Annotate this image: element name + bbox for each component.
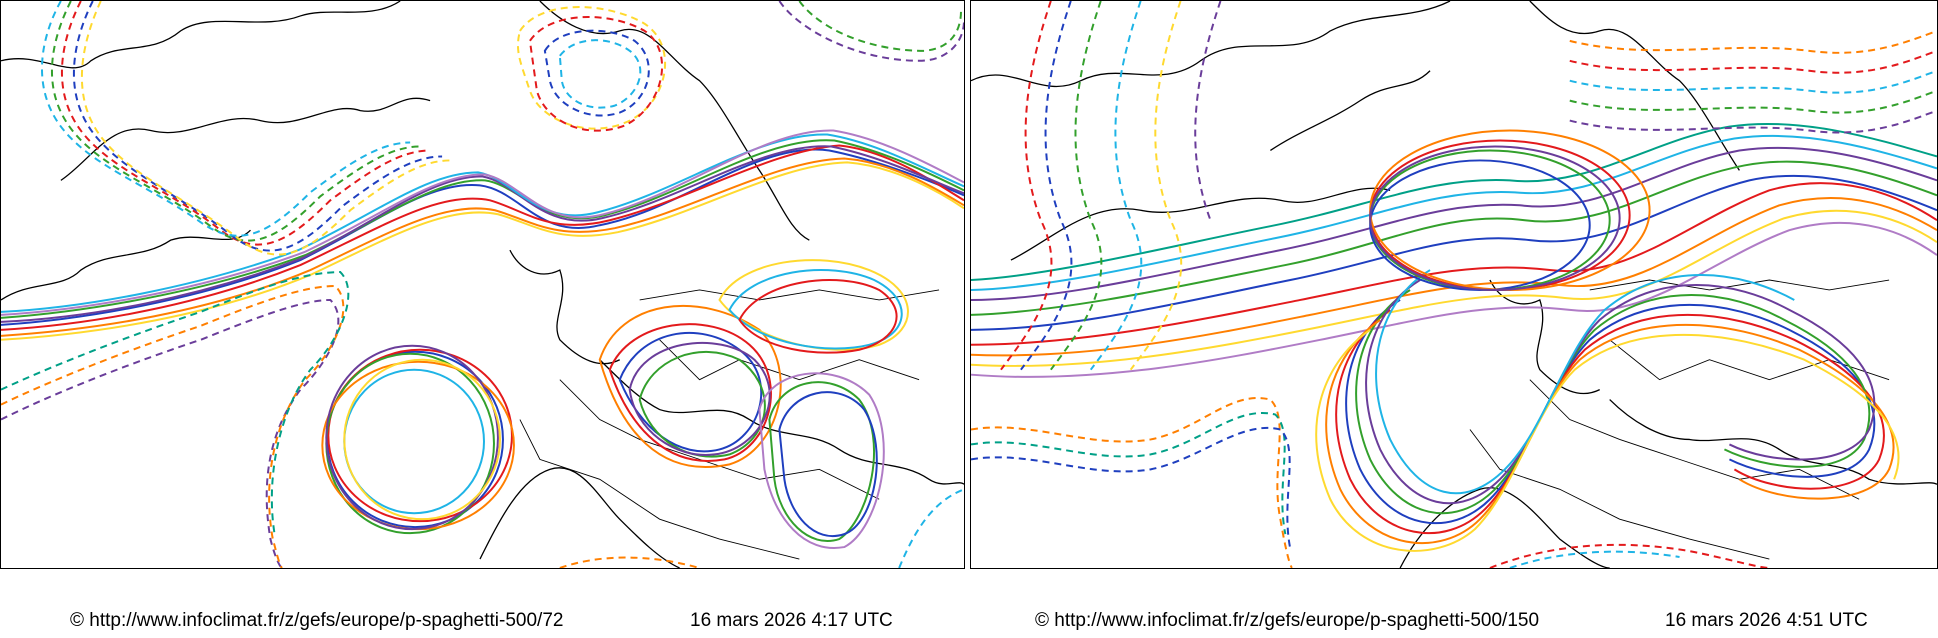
map-canvas-right (971, 1, 1937, 568)
timestamp-right: 16 mars 2026 4:51 UTC (1665, 610, 1868, 631)
source-url-left[interactable]: © http://www.infoclimat.fr/z/gefs/europe… (70, 610, 564, 631)
ensemble-contours-right (971, 1, 1937, 568)
spaghetti-map-150h (970, 0, 1938, 569)
ensemble-contours-left (1, 1, 964, 568)
timestamp-left: 16 mars 2026 4:17 UTC (690, 610, 893, 631)
source-url-right[interactable]: © http://www.infoclimat.fr/z/gefs/europe… (1035, 610, 1540, 631)
coastlines-left (1, 1, 964, 568)
spaghetti-map-72h (0, 0, 965, 569)
borders-left (519, 289, 940, 560)
map-canvas-left (1, 1, 964, 568)
borders-right (1469, 279, 1890, 560)
